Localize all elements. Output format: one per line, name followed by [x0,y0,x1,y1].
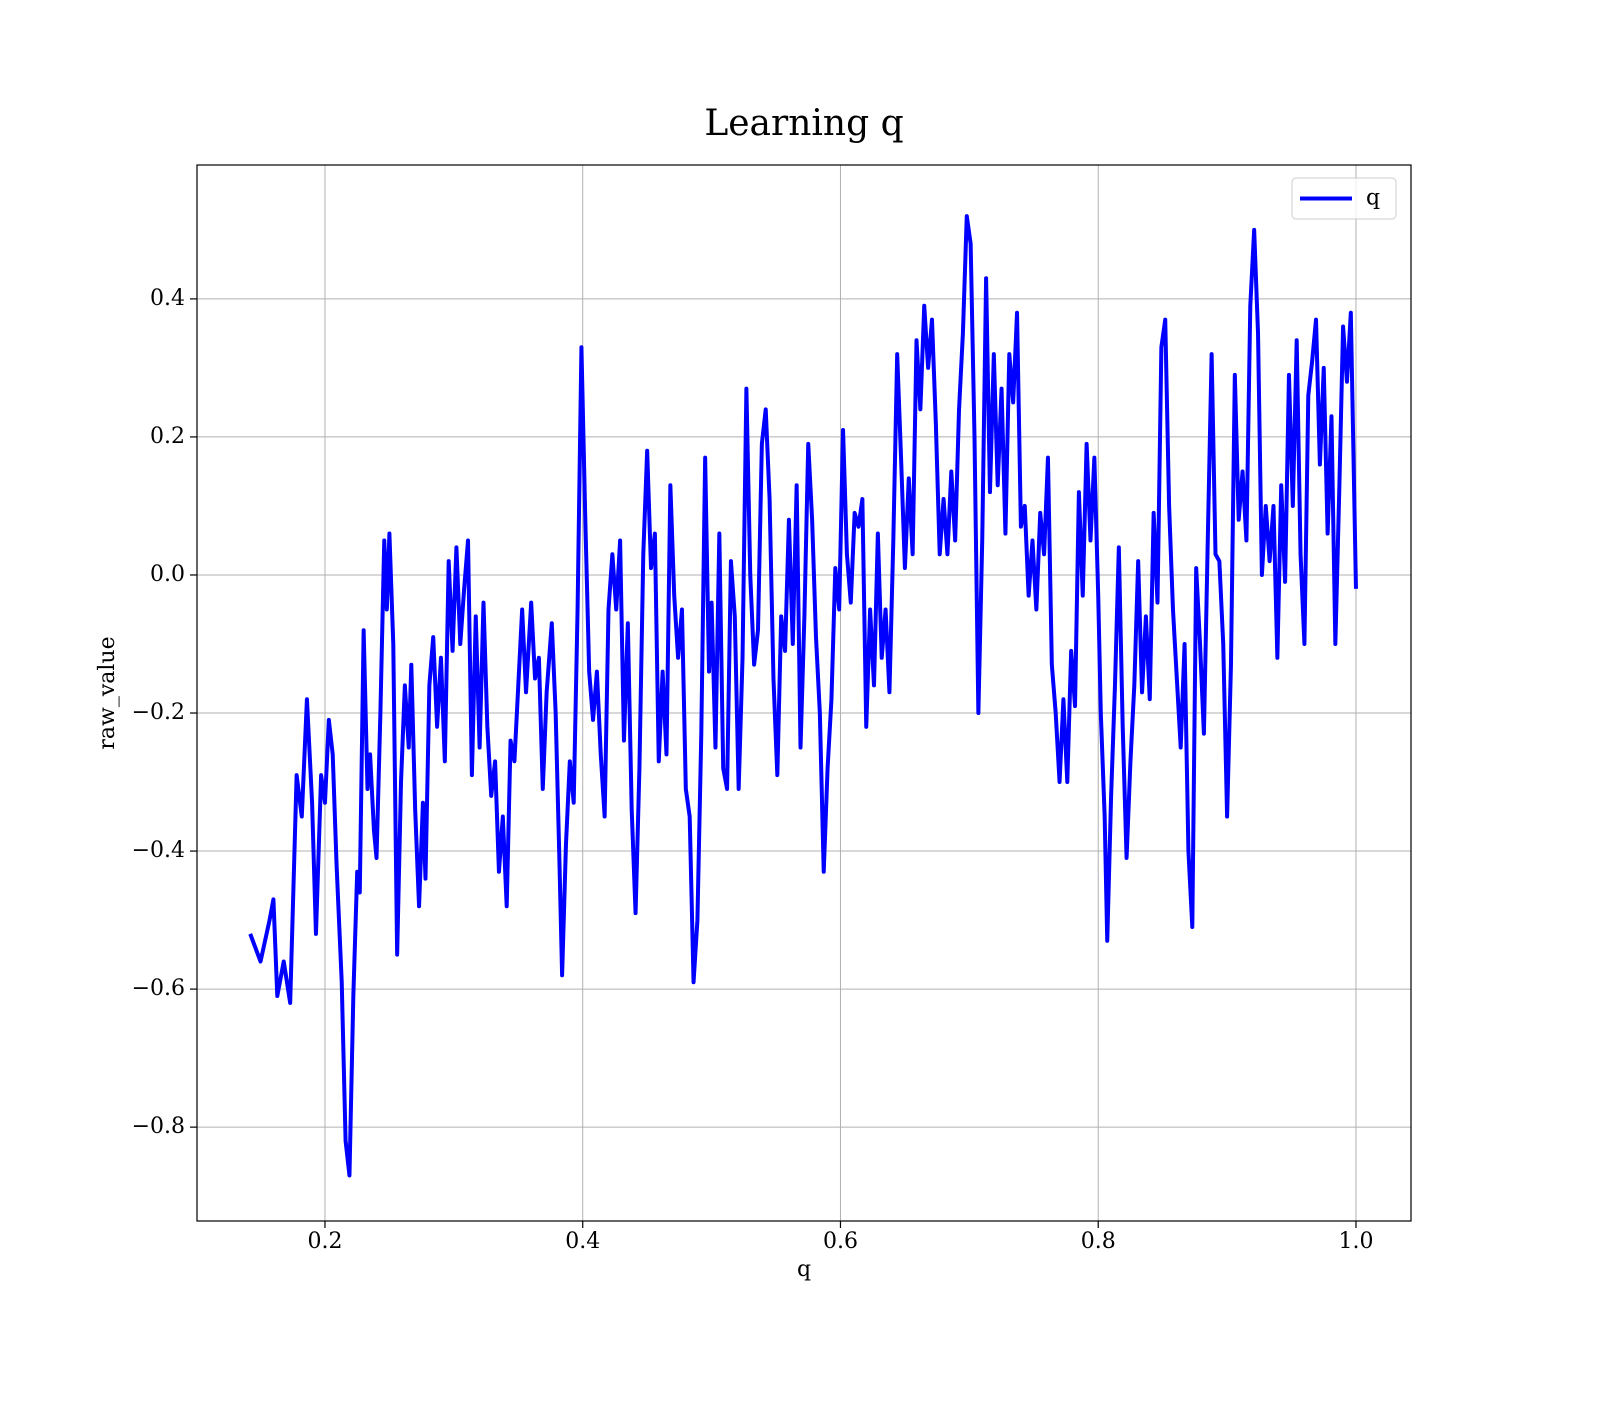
x-tick-label: 0.4 [565,1229,600,1254]
y-axis-label: raw_value [95,636,120,749]
x-tick-label: 1.0 [1338,1229,1373,1254]
legend: q [1291,177,1397,220]
y-tick-label: −0.6 [132,976,185,1001]
data-line [248,214,1358,1178]
y-tick-label: −0.8 [132,1114,185,1139]
axes-frame [196,164,1412,1222]
x-tick-label: 0.6 [823,1229,858,1254]
x-axis-label: q [797,1257,811,1282]
x-tick-label: 0.2 [307,1229,342,1254]
legend-label: q [1366,186,1380,211]
ticks: 0.2 0.4 0.6 0.8 1.0 −0.8 −0.6 −0.4 −0.2 0.0 0.2 0.4 [132,286,1374,1254]
y-tick-label: −0.2 [132,700,185,725]
y-tick-label: 0.0 [150,562,185,587]
x-tick-label: 0.8 [1081,1229,1116,1254]
y-tick-label: 0.4 [150,286,185,311]
y-tick-label: 0.2 [150,424,185,449]
chart-title: Learning q [704,103,903,144]
y-tick-label: −0.4 [132,838,185,863]
plot [248,214,1358,1178]
